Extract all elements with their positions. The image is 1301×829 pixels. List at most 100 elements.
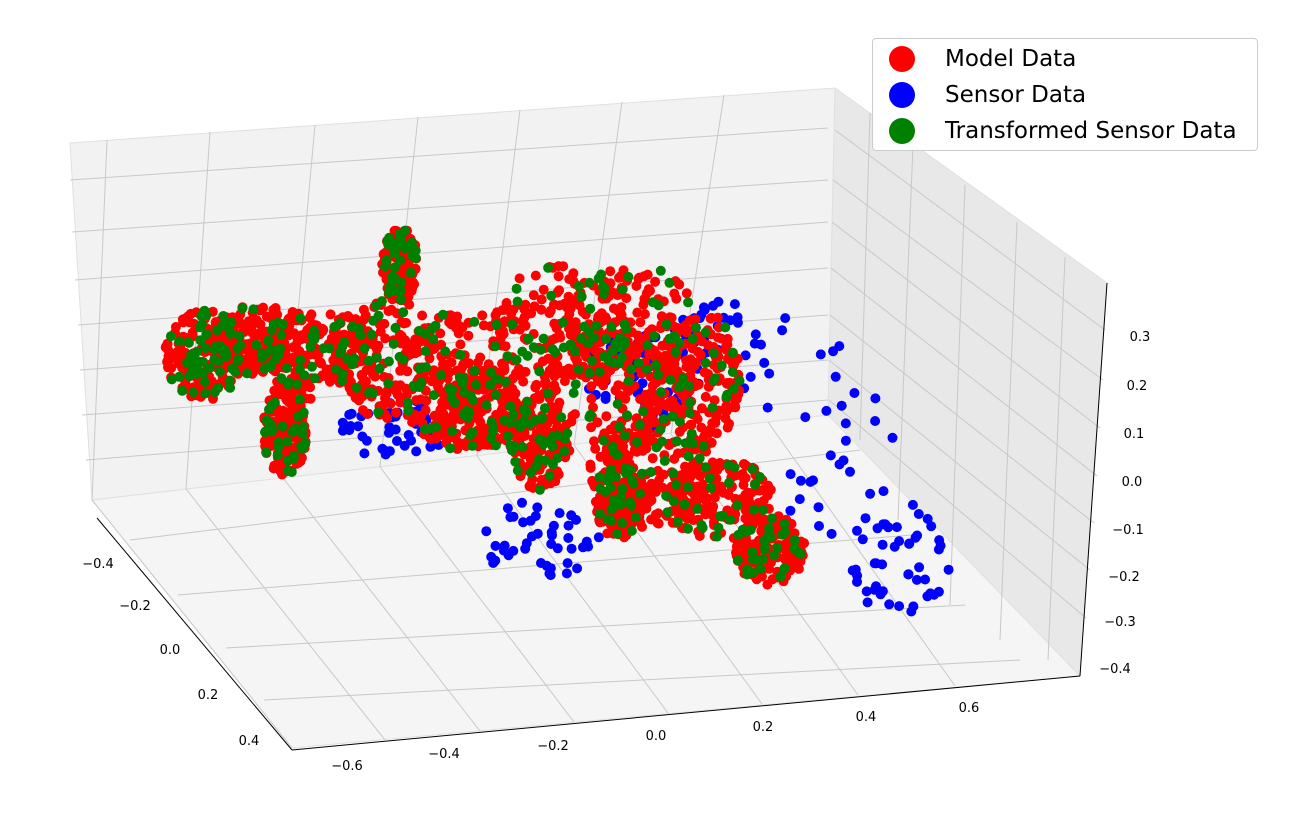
model-data-point	[643, 434, 654, 444]
z-tick-label: 0.3	[1130, 330, 1151, 345]
sensor-data-point	[518, 517, 529, 528]
transformed-sensor-data-point	[687, 438, 698, 449]
model-data-point	[799, 538, 810, 549]
transformed-sensor-data-point	[667, 411, 678, 422]
legend-marker-model	[889, 46, 915, 72]
sensor-data-point	[339, 420, 350, 431]
model-data-point	[695, 471, 706, 482]
transformed-sensor-data-point	[584, 277, 595, 288]
model-data-point	[402, 366, 413, 377]
transformed-sensor-data-point	[576, 333, 587, 344]
model-data-point	[707, 457, 718, 468]
transformed-sensor-data-point	[626, 500, 637, 511]
sensor-data-point	[571, 514, 581, 525]
model-data-point	[697, 479, 708, 490]
transformed-sensor-data-point	[651, 360, 661, 370]
sensor-data-point	[828, 346, 839, 357]
sensor-data-point	[600, 394, 611, 404]
transformed-sensor-data-point	[183, 337, 194, 348]
model-data-point	[475, 352, 486, 363]
transformed-sensor-data-point	[261, 426, 271, 437]
model-data-point	[534, 393, 545, 404]
model-data-point	[700, 391, 711, 402]
transformed-sensor-data-point	[649, 331, 660, 342]
model-data-point	[631, 446, 642, 457]
model-data-point	[711, 428, 722, 439]
model-data-point	[536, 304, 547, 315]
model-data-point	[613, 380, 624, 391]
model-data-point	[560, 368, 571, 379]
model-data-point	[708, 501, 719, 512]
sensor-data-point	[532, 502, 543, 513]
transformed-sensor-data-point	[772, 542, 783, 553]
model-data-point	[543, 353, 554, 364]
transformed-sensor-data-point	[552, 453, 563, 464]
transformed-sensor-data-point	[276, 329, 287, 340]
transformed-sensor-data-point	[269, 397, 280, 408]
tick-labels: −0.6 −0.4 −0.2 0.0 0.2 0.4 0.6 −0.4 −0.2 0.0 0.2 0.…	[82, 330, 1150, 774]
model-data-point	[670, 487, 681, 498]
sensor-data-point	[794, 494, 805, 505]
transformed-sensor-data-point	[294, 364, 305, 375]
transformed-sensor-data-point	[295, 355, 306, 366]
sensor-data-point	[490, 540, 501, 551]
transformed-sensor-data-point	[584, 326, 595, 337]
model-data-point	[554, 397, 565, 408]
model-data-point	[646, 495, 657, 506]
model-data-point	[165, 353, 176, 364]
transformed-sensor-data-point	[547, 431, 558, 442]
sensor-data-point	[795, 475, 806, 486]
model-data-point	[650, 509, 661, 520]
transformed-sensor-data-point	[606, 504, 617, 515]
sensor-data-point	[871, 581, 881, 592]
transformed-sensor-data-point	[464, 407, 475, 418]
sensor-data-point	[578, 542, 588, 553]
sensor-data-point	[849, 388, 860, 398]
transformed-sensor-data-point	[656, 387, 666, 398]
model-data-point	[244, 352, 255, 363]
transformed-sensor-data-point	[318, 343, 329, 354]
sensor-data-point	[563, 533, 574, 543]
sensor-data-point	[861, 586, 872, 597]
x-tick-label: 0.0	[646, 729, 667, 744]
transformed-sensor-data-point	[485, 379, 496, 390]
model-data-point	[404, 299, 415, 310]
transformed-sensor-data-point	[672, 516, 683, 527]
transformed-sensor-data-point	[445, 443, 456, 454]
transformed-sensor-data-point	[538, 333, 549, 344]
model-data-point	[568, 296, 579, 307]
transformed-sensor-data-point	[593, 273, 604, 284]
sensor-data-point	[554, 508, 565, 519]
model-data-point	[525, 448, 536, 459]
model-data-point	[531, 379, 542, 390]
transformed-sensor-data-point	[779, 563, 790, 574]
model-data-point	[721, 401, 732, 411]
sensor-data-point	[814, 521, 824, 531]
model-data-point	[633, 273, 644, 284]
transformed-sensor-data-point	[410, 253, 421, 264]
model-data-point	[249, 365, 260, 376]
transformed-sensor-data-point	[458, 387, 469, 398]
axes-lines	[96, 282, 1108, 751]
sensor-data-point	[870, 416, 881, 426]
transformed-sensor-data-point	[749, 479, 760, 490]
transformed-sensor-data-point	[184, 371, 195, 382]
model-data-point	[623, 386, 633, 397]
model-data-point	[554, 285, 565, 296]
transformed-sensor-data-point	[537, 413, 548, 424]
transformed-sensor-data-point	[747, 554, 758, 565]
transformed-sensor-data-point	[430, 320, 441, 331]
transformed-sensor-data-point	[642, 340, 653, 351]
sensor-data-point	[914, 562, 925, 573]
model-data-point	[501, 393, 512, 404]
transformed-sensor-data-point	[538, 439, 549, 450]
transformed-sensor-data-point	[604, 470, 615, 481]
transformed-sensor-data-point	[272, 450, 283, 461]
transformed-sensor-data-point	[398, 307, 409, 318]
transformed-sensor-data-point	[684, 397, 695, 408]
model-data-point	[242, 324, 252, 335]
transformed-sensor-data-point	[266, 325, 277, 336]
model-data-point	[549, 365, 560, 376]
model-data-point	[674, 426, 685, 437]
transformed-sensor-data-point	[745, 524, 756, 535]
